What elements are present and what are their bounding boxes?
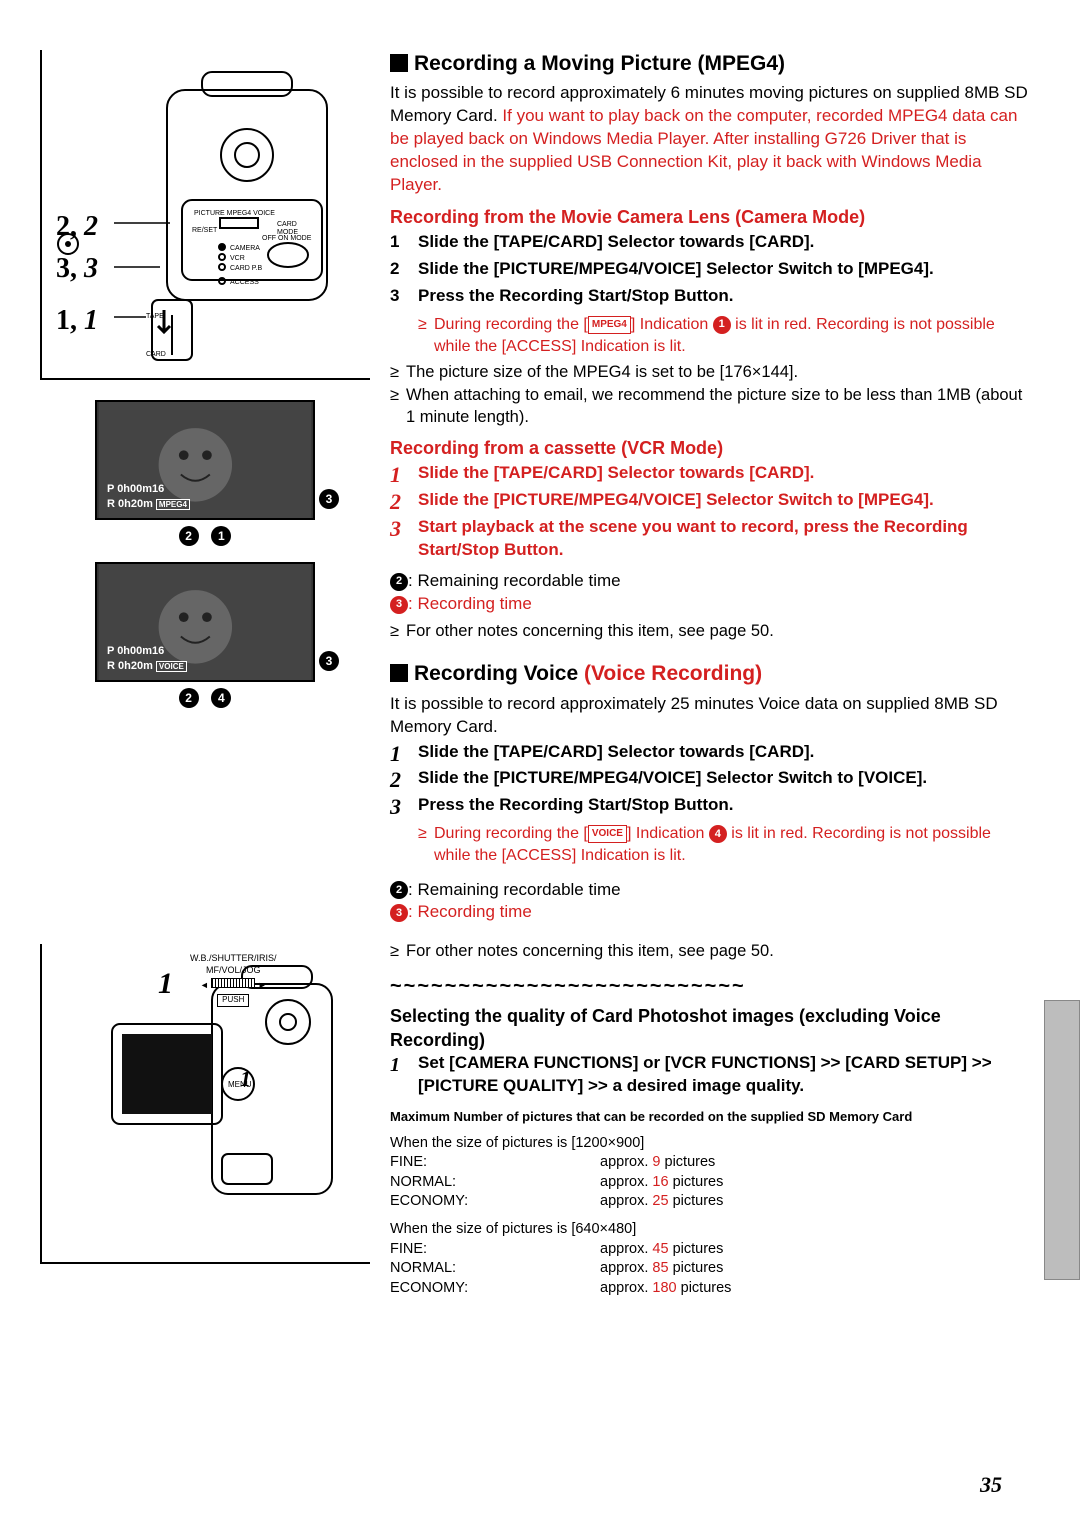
svg-text:ACCESS: ACCESS bbox=[230, 279, 259, 286]
svg-text:CARD: CARD bbox=[146, 351, 166, 358]
svg-text:RE/SET: RE/SET bbox=[192, 227, 218, 234]
text-column: Recording a Moving Picture (MPEG4) It is… bbox=[390, 50, 1040, 1298]
note-picture-size: The picture size of the MPEG4 is set to … bbox=[390, 361, 1030, 383]
voice-step-1: Slide the [TAPE/CARD] Selector towards [… bbox=[390, 741, 1030, 764]
heading-quality: Selecting the quality of Card Photoshot … bbox=[390, 1004, 1030, 1053]
svg-text:PICTURE MPEG4 VOICE: PICTURE MPEG4 VOICE bbox=[194, 210, 275, 217]
heading-mpeg4: Recording a Moving Picture (MPEG4) bbox=[390, 50, 1030, 78]
svg-text:CAMERA: CAMERA bbox=[230, 245, 260, 252]
size-block-1200: When the size of pictures is [1200×900] … bbox=[390, 1134, 1030, 1212]
note-email: When attaching to email, we recommend th… bbox=[390, 384, 1030, 429]
svg-text:OFF ON MODE: OFF ON MODE bbox=[262, 235, 312, 242]
step-2: Slide the [PICTURE/MPEG4/VOICE] Selector… bbox=[390, 258, 1030, 281]
see-page-50: For other notes concerning this item, se… bbox=[390, 620, 1030, 642]
max-pictures-label: Maximum Number of pictures that can be r… bbox=[390, 1108, 1030, 1126]
screen-thumbnail-voice: P 0h00m16 R 0h20m VOICE 3 2 4 bbox=[95, 562, 315, 709]
see-page-50-2: For other notes concerning this item, se… bbox=[390, 940, 1030, 962]
camera-illustration-top: PICTURE MPEG4 VOICE RE/SET CAMERA VCR CA… bbox=[52, 60, 362, 380]
voice-step-2: Slide the [PICTURE/MPEG4/VOICE] Selector… bbox=[390, 767, 1030, 790]
svg-text:CARD: CARD bbox=[277, 221, 297, 228]
svg-text:VCR: VCR bbox=[230, 255, 245, 262]
subheading-camera-mode: Recording from the Movie Camera Lens (Ca… bbox=[390, 205, 1030, 229]
screen-thumbnail-mpeg4: P 0h00m16 R 0h20m MPEG4 3 2 1 bbox=[95, 400, 315, 547]
quality-step-1: Set [CAMERA FUNCTIONS] or [VCR FUNCTIONS… bbox=[390, 1052, 1030, 1098]
heading-voice: Recording Voice (Voice Recording) bbox=[390, 660, 1030, 688]
step-3: Press the Recording Start/Stop Button. bbox=[390, 285, 1030, 308]
vcr-step-3: Start playback at the scene you want to … bbox=[390, 516, 1030, 562]
step-1: Slide the [TAPE/CARD] Selector towards [… bbox=[390, 231, 1030, 254]
vcr-step-1: Slide the [TAPE/CARD] Selector towards [… bbox=[390, 462, 1030, 485]
illustration-column: PICTURE MPEG4 VOICE RE/SET CAMERA VCR CA… bbox=[40, 50, 370, 1298]
svg-text:CARD P.B: CARD P.B bbox=[230, 265, 262, 272]
separator-wave: ~~~~~~~~~~~~~~~~~~~~~~~~~~ bbox=[390, 973, 1030, 1000]
size-block-640: When the size of pictures is [640×480] F… bbox=[390, 1220, 1030, 1298]
page-number: 35 bbox=[980, 1470, 1002, 1500]
svg-text:MODE: MODE bbox=[277, 229, 298, 236]
vcr-step-2: Slide the [PICTURE/MPEG4/VOICE] Selector… bbox=[390, 489, 1030, 512]
voice-step-3: Press the Recording Start/Stop Button. bbox=[390, 794, 1030, 817]
subheading-vcr-mode: Recording from a cassette (VCR Mode) bbox=[390, 436, 1030, 460]
side-tab bbox=[1044, 1000, 1080, 1280]
